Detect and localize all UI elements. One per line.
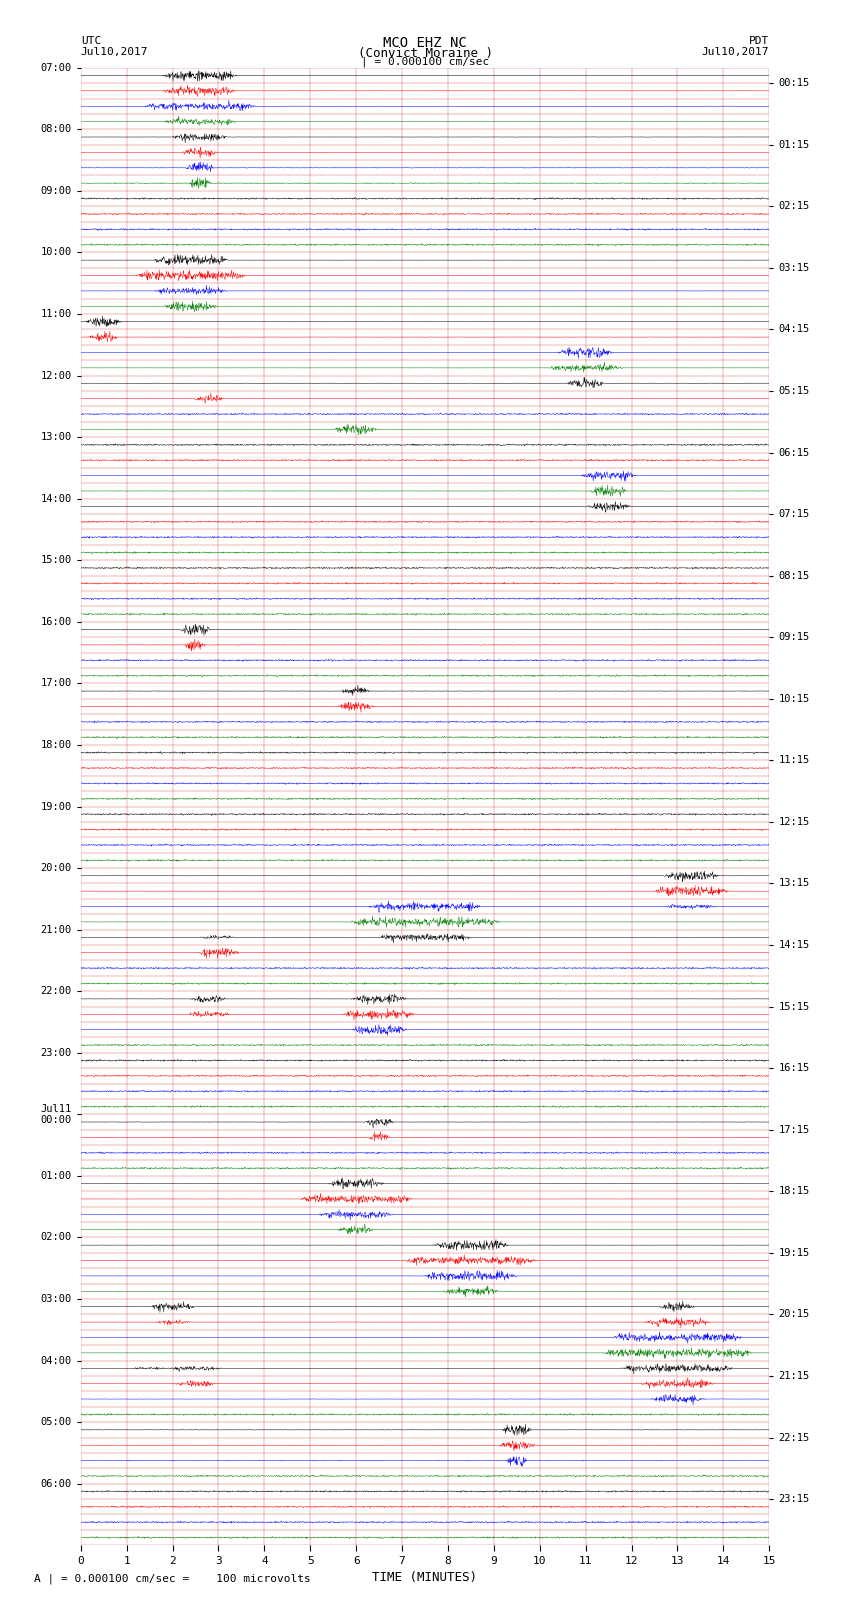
Text: PDT: PDT [749,37,769,47]
Text: Jul10,2017: Jul10,2017 [702,47,769,56]
X-axis label: TIME (MINUTES): TIME (MINUTES) [372,1571,478,1584]
Text: MCO EHZ NC: MCO EHZ NC [383,37,467,50]
Text: UTC: UTC [81,37,101,47]
Text: (Convict Moraine ): (Convict Moraine ) [358,47,492,60]
Text: | = 0.000100 cm/sec: | = 0.000100 cm/sec [361,56,489,68]
Text: A | = 0.000100 cm/sec =    100 microvolts: A | = 0.000100 cm/sec = 100 microvolts [34,1573,311,1584]
Text: Jul10,2017: Jul10,2017 [81,47,148,56]
